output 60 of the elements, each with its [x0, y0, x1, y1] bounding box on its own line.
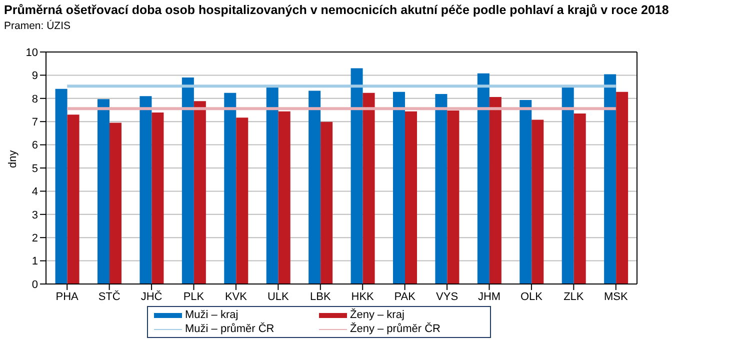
x-tick-label: ULK [267, 290, 290, 303]
bar [405, 111, 417, 284]
bar [67, 114, 80, 284]
y-tick-label: 7 [32, 116, 38, 129]
bar [393, 92, 405, 284]
bar [266, 87, 278, 284]
bar [98, 99, 110, 284]
bar [447, 110, 460, 284]
x-tick-label: PHA [56, 290, 80, 303]
y-tick-label: 6 [32, 140, 38, 152]
bar [562, 87, 574, 284]
bar [320, 122, 333, 284]
x-tick-label: OLK [520, 290, 544, 303]
bar [520, 100, 532, 284]
x-tick-label: ZLK [564, 290, 584, 303]
bar [604, 74, 616, 284]
x-tick-label: PAK [394, 290, 416, 303]
bar [55, 88, 68, 284]
bar [140, 96, 152, 284]
bar [574, 113, 586, 284]
bar [236, 118, 248, 284]
y-axis-title: dny [6, 150, 19, 168]
x-tick-label: MSK [604, 290, 628, 303]
y-tick-label: 9 [32, 70, 38, 82]
x-tick-label: KVK [224, 290, 248, 303]
legend-label: Muži – kraj [185, 309, 238, 321]
bar [350, 68, 363, 284]
x-tick-label: STČ [98, 290, 120, 303]
bar [182, 78, 194, 284]
legend-label: Muži – průměr ČR [185, 323, 274, 335]
legend-label: Ženy – kraj [350, 309, 404, 321]
bar [308, 90, 321, 284]
bar [362, 92, 375, 284]
y-tick-label: 3 [32, 209, 38, 222]
bar [477, 73, 490, 284]
bar [152, 112, 164, 284]
y-tick-label: 2 [32, 232, 38, 245]
bar [435, 94, 448, 284]
y-tick-label: 1 [32, 256, 38, 268]
bar [194, 101, 206, 284]
x-tick-label: PLK [183, 290, 205, 303]
chart-subtitle: Pramen: ÚZIS [4, 20, 71, 32]
y-tick-label: 8 [32, 93, 38, 106]
y-tick-label: 10 [26, 46, 38, 59]
bar [489, 97, 502, 284]
bar [110, 122, 122, 284]
y-tick-label: 4 [32, 186, 38, 198]
bar [616, 92, 628, 284]
x-tick-label: VYS [436, 290, 458, 303]
legend-label: Ženy – průměr ČR [350, 323, 440, 335]
bar [278, 111, 290, 284]
x-tick-label: LBK [310, 290, 332, 303]
bar [224, 92, 236, 284]
x-tick-label: JHM [478, 290, 501, 303]
y-tick-label: 0 [32, 278, 38, 291]
bar [532, 120, 544, 284]
x-tick-label: JHČ [140, 290, 162, 303]
y-tick-label: 5 [32, 162, 38, 175]
x-tick-label: HKK [351, 290, 375, 303]
chart-title: Průměrná ošetřovací doba osob hospitalizovaných v nemocnicích akutní péče podle pohlaví a krajů v roce 2018 [4, 3, 669, 17]
